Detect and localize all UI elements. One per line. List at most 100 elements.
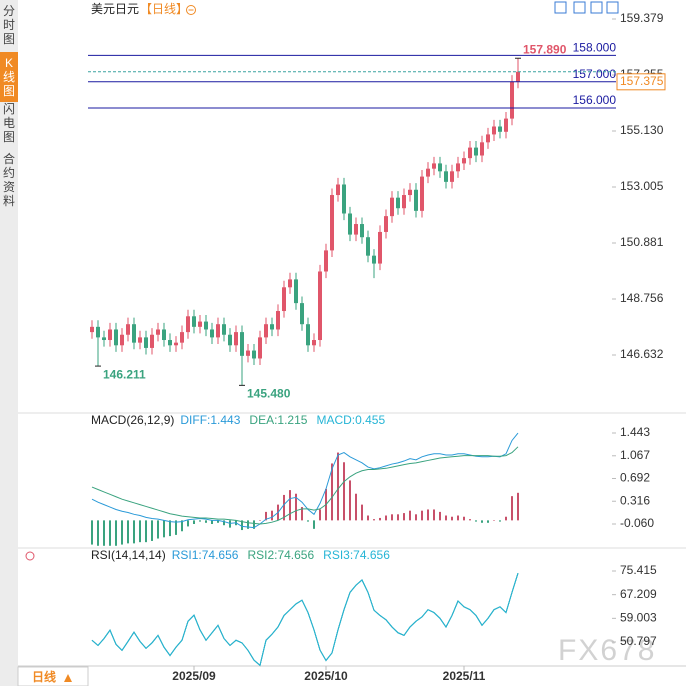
candle-body (372, 255, 376, 264)
candle-body (384, 216, 388, 232)
candle-body (282, 287, 286, 312)
candle-body (276, 311, 280, 330)
y-tick-label: 0.692 (620, 471, 650, 485)
period-button-label[interactable]: 日线 (32, 669, 56, 684)
macd-bar (487, 520, 489, 523)
candle-body (252, 350, 256, 359)
macd-bar (181, 520, 183, 532)
macd-bar (91, 520, 93, 545)
macd-bar (385, 515, 387, 521)
candle-body (474, 147, 478, 156)
macd-bar (427, 509, 429, 521)
candle-body (450, 171, 454, 182)
macd-bar (445, 515, 447, 521)
candle-body (144, 337, 148, 348)
tab-active[interactable]: K线图 (0, 52, 18, 102)
candle-body (126, 324, 130, 335)
legend-entry: RSI3:74.656 (323, 548, 390, 562)
toolbar (554, 1, 619, 14)
macd-bar (115, 520, 117, 546)
last-price-box (616, 73, 666, 91)
y-tick-label: 75.415 (620, 563, 657, 577)
tool-button[interactable] (606, 1, 619, 14)
macd-bar (283, 494, 285, 521)
indicator-title: MACD(26,12,9) (91, 413, 174, 427)
extreme-label: 146.211 (103, 367, 146, 381)
macd-bar (133, 520, 135, 544)
price-line-label: 157.000 (573, 67, 617, 81)
macd-bar (403, 513, 405, 521)
macd-bar (499, 520, 501, 522)
candle-body (114, 329, 118, 346)
candle-body (414, 189, 418, 211)
settings-icon[interactable] (25, 551, 35, 561)
macd-bar (145, 520, 147, 543)
candle-body (498, 126, 502, 132)
y-tick-label: 1.067 (620, 448, 650, 462)
candle-body (432, 163, 436, 169)
symbol-title: 美元日元 (91, 2, 139, 16)
macd-bar (217, 520, 219, 523)
macd-bar (199, 520, 201, 522)
macd-bar (97, 520, 99, 546)
macd-bar (127, 520, 129, 544)
candle-body (270, 324, 274, 330)
candle-body (234, 332, 238, 346)
rsi-line (91, 573, 519, 667)
zoom-icon[interactable] (186, 5, 196, 15)
macd-bar (505, 516, 507, 521)
candle-body (180, 332, 184, 343)
rsi-line (91, 573, 519, 667)
macd-bar (457, 515, 459, 521)
macd-bar (109, 520, 111, 546)
candle-body (162, 329, 166, 341)
y-tick-label: 146.632 (620, 347, 664, 361)
tab[interactable]: 闪电图 (0, 102, 18, 146)
macd-bar (337, 452, 339, 521)
y-tick-label: 153.005 (620, 179, 664, 193)
candle-body (258, 337, 262, 359)
candle-body (444, 171, 448, 182)
candle-body (390, 197, 394, 217)
candle-body (486, 134, 490, 143)
candle-body (108, 329, 112, 341)
last-price-label: 157.375 (620, 74, 664, 88)
macd-bar (349, 480, 351, 521)
candle-body (240, 332, 244, 356)
macd-bar (289, 490, 291, 521)
candle-body (216, 324, 220, 338)
y-tick-label: 50.797 (620, 634, 657, 648)
tool-button[interactable] (590, 1, 603, 14)
candle-body (306, 324, 310, 346)
candle-body (222, 324, 226, 335)
macd-bar (421, 510, 423, 521)
candle-body (150, 334, 154, 348)
macd-bar (193, 520, 195, 524)
macd-bar (379, 517, 381, 521)
macd-bar (175, 520, 177, 535)
tool-button[interactable] (554, 1, 567, 14)
candle-body (336, 184, 340, 196)
candle-body (174, 342, 178, 346)
candle-body (186, 316, 190, 333)
candle-body (132, 324, 136, 343)
candle-body (462, 158, 466, 164)
macd-bar (391, 514, 393, 521)
macd-bar (439, 511, 441, 521)
candle-body (90, 326, 94, 333)
y-tick-label: 67.209 (620, 587, 657, 601)
macd-line (91, 432, 519, 529)
tab[interactable]: 分时图 (0, 4, 18, 48)
tool-button[interactable] (573, 1, 586, 14)
x-tick-label: 2025/10 (304, 669, 348, 683)
candle-body (438, 163, 442, 172)
candle-body (120, 334, 124, 346)
candle-body (504, 118, 508, 132)
tab[interactable]: 合约资料 (0, 152, 18, 212)
candle-body (300, 303, 304, 325)
candle-body (264, 324, 268, 338)
macd-bar (103, 520, 105, 546)
candle-body (228, 334, 232, 346)
x-tick-label: 2025/09 (172, 669, 216, 683)
